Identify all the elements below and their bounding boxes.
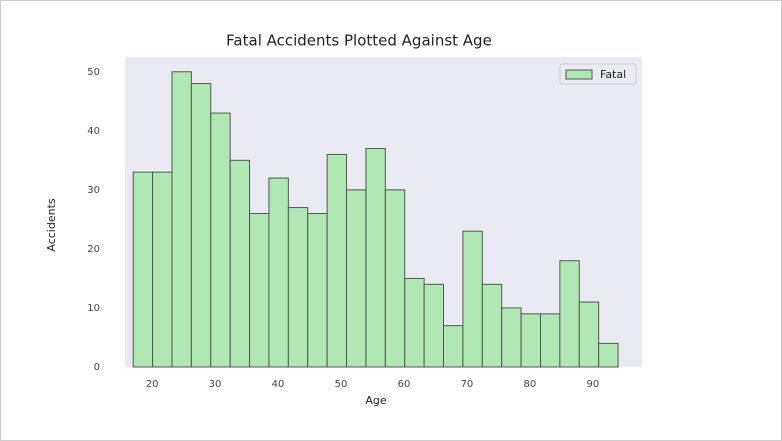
bar: [520, 313, 541, 368]
legend: Fatal: [559, 63, 637, 85]
bar: [539, 313, 561, 368]
bar: [365, 148, 386, 368]
x-axis-label: Age: [365, 394, 387, 407]
bar: [152, 171, 173, 368]
x-tick-label: 40: [272, 379, 285, 390]
y-tick-label: 10: [87, 303, 100, 314]
legend-swatch: [565, 69, 593, 80]
bar: [404, 277, 425, 368]
bar: [190, 83, 212, 368]
bar: [171, 71, 192, 368]
bar: [384, 189, 406, 368]
y-axis-label: Accidents: [45, 198, 58, 252]
bar: [210, 112, 231, 368]
bar: [443, 325, 464, 368]
bar: [559, 260, 580, 368]
y-tick-label: 40: [87, 126, 100, 137]
legend-label: Fatal: [600, 68, 626, 81]
x-tick-label: 70: [461, 379, 474, 390]
x-tick-label: 60: [398, 379, 411, 390]
y-tick-label: 0: [94, 362, 100, 373]
x-tick-label: 50: [335, 379, 348, 390]
bar: [268, 177, 289, 368]
x-tick-label: 90: [587, 379, 600, 390]
bar: [326, 153, 348, 368]
y-tick-label: 30: [87, 185, 100, 196]
y-tick-label: 50: [87, 67, 100, 78]
bar: [287, 207, 309, 368]
x-tick-label: 20: [146, 379, 159, 390]
bar: [501, 307, 522, 368]
bar: [423, 283, 445, 368]
bar: [132, 171, 154, 368]
bar: [462, 230, 483, 368]
bar: [481, 283, 503, 368]
bar: [249, 212, 270, 368]
x-tick-label: 30: [209, 379, 222, 390]
bar: [229, 159, 251, 368]
x-tick-label: 80: [524, 379, 537, 390]
chart-title: Fatal Accidents Plotted Against Age: [226, 32, 492, 50]
bar: [346, 189, 367, 368]
bar: [578, 301, 600, 368]
y-tick-label: 20: [87, 244, 100, 255]
bar: [307, 212, 328, 368]
bar: [598, 342, 619, 368]
